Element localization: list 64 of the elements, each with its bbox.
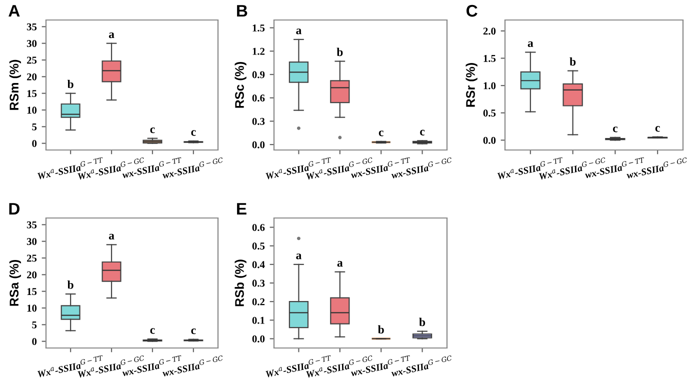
annotation: c [150,127,155,134]
annotation: c [612,126,618,132]
y-tick-label: 0.9 [252,71,265,78]
annotation: c [420,130,425,136]
y-tick-label: 10 [27,304,37,312]
y-tick-label: 5 [32,321,37,328]
annotation: b [378,325,384,334]
annotation: b [67,80,74,88]
chart-title: A [8,5,20,17]
annotation: a [296,28,302,34]
y-axis-title: RSm (%) [9,60,21,110]
y-axis-title: RSr (%) [466,63,478,107]
y-tick-label: 0.3 [252,280,265,287]
annotation: a [108,234,114,240]
y-tick-label: 20 [26,271,37,278]
y-tick-label: 1.0 [484,82,496,90]
y-tick-label: 15 [27,288,37,296]
y-tick-label: 30 [26,40,37,48]
y-tick-label: 1.5 [484,54,496,62]
annotation: a [108,32,114,38]
y-tick-label: 0.6 [252,94,265,102]
y-tick-label: 0.0 [483,136,496,144]
y-tick-label: 0.5 [252,242,265,250]
annotation: b [419,318,426,326]
chart-title: B [237,5,248,17]
annotation: c [150,328,155,334]
y-tick-label: 25 [26,56,37,64]
y-tick-label: 0.1 [252,316,264,324]
y-axis-title: RSb (%) [234,260,246,306]
y-tick-label: 2.0 [483,28,496,35]
chart-title: D [9,203,20,215]
y-tick-label: 30 [26,238,37,246]
y-tick-label: 0.3 [252,118,265,125]
y-tick-label: 25 [26,254,37,262]
y-tick-label: 1.2 [252,48,265,55]
y-tick-label: 0.4 [252,261,265,268]
chart-title: C [466,4,478,17]
annotation: a [528,41,534,48]
y-tick-label: 1.5 [252,24,265,32]
annotation: b [67,280,74,289]
y-tick-label: 0.5 [483,110,496,117]
y-axis-title: RSc (%) [234,62,246,108]
y-tick-label: 0.6 [252,224,265,232]
y-axis-title: RSa (%) [9,260,21,306]
annotation: b [570,57,576,66]
y-tick-label: 20 [26,73,37,80]
annotation: c [655,126,660,132]
annotation: a [337,261,343,267]
y-tick-label: 0.0 [252,141,265,148]
y-tick-label: 35 [26,221,37,228]
annotation: a [296,254,302,260]
y-tick-label: 15 [27,90,37,98]
annotation: c [191,328,196,334]
annotation: c [378,130,384,136]
y-tick-label: 0.2 [252,298,265,306]
y-tick-label: 0 [32,338,37,346]
annotation: b [336,48,343,56]
chart-title: E [237,203,246,215]
y-tick-label: 0.0 [252,335,265,342]
y-tick-label: 35 [26,23,37,30]
annotation: c [191,130,196,136]
y-tick-label: 10 [27,106,37,114]
y-tick-label: 0 [32,140,37,148]
y-tick-label: 5 [32,123,37,130]
